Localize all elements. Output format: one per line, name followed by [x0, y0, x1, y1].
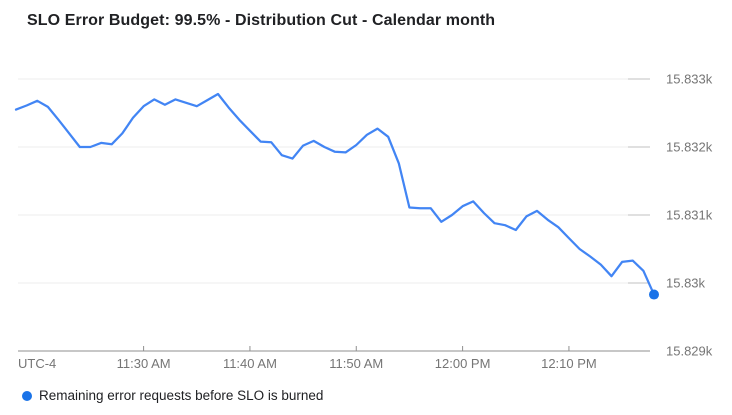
y-tick-label: 15.833k [666, 71, 713, 87]
y-tick-label: 15.83k [666, 275, 706, 291]
legend-label: Remaining error requests before SLO is b… [39, 388, 324, 403]
latest-point-dot[interactable] [649, 289, 659, 300]
legend-item[interactable]: Remaining error requests before SLO is b… [22, 388, 323, 403]
chart-title: SLO Error Budget: 99.5% - Distribution C… [27, 12, 496, 29]
y-tick-label: 15.832k [666, 139, 713, 155]
y-tick-label: 15.829k [666, 343, 713, 359]
legend-series-dot-icon [22, 390, 32, 401]
x-tick-label: 11:30 AM [116, 356, 171, 371]
x-tick-label: 11:40 AM [222, 356, 277, 371]
series-line-remaining-error-budget[interactable] [14, 92, 656, 296]
timezone-label: UTC-4 [18, 356, 57, 371]
x-tick-label: 12:00 PM [434, 356, 491, 371]
x-tick-label: 12:10 PM [541, 356, 597, 371]
x-tick-label: 11:50 AM [329, 356, 384, 371]
y-tick-label: 15.831k [666, 207, 713, 223]
